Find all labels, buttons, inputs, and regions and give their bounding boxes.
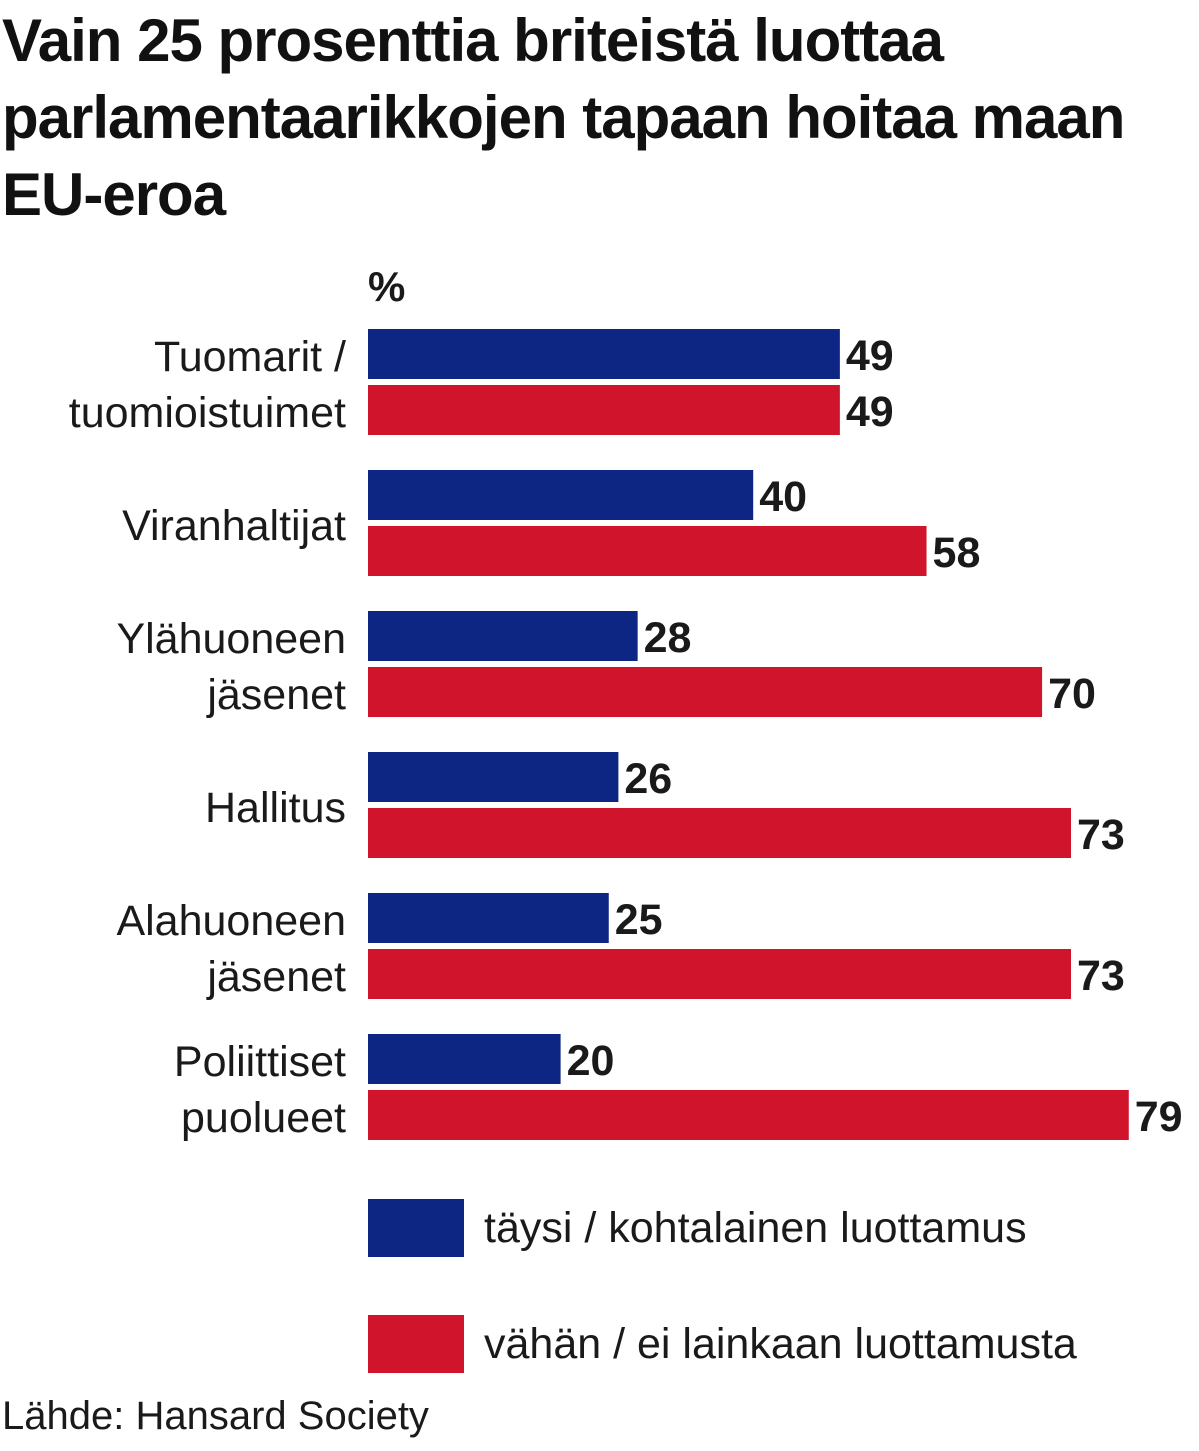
bar-series-1 [368, 1034, 561, 1084]
category-label: jäsenet [205, 671, 346, 719]
category-label: Hallitus [205, 784, 346, 832]
unit-label: % [368, 263, 406, 310]
bar-series-1 [368, 893, 609, 943]
data-label: 49 [846, 332, 894, 380]
data-label: 49 [846, 388, 894, 436]
legend-item-series-1: täysi / kohtalainen luottamus [368, 1199, 1027, 1257]
bar-series-1 [368, 329, 840, 379]
bar-series-1 [368, 752, 619, 802]
data-label: 73 [1077, 811, 1125, 859]
data-label: 73 [1077, 952, 1125, 1000]
data-label: 40 [759, 473, 807, 521]
data-label: 26 [624, 755, 672, 803]
data-label: 28 [644, 614, 692, 662]
bar-series-2 [368, 1090, 1129, 1140]
source-note: Lähde: Hansard Society [2, 1394, 429, 1438]
category-label: Alahuoneen [116, 897, 346, 945]
bar-chart: Tuomarit / tuomioistuimet 49 49 Viranhaltija… [69, 329, 1183, 1142]
bar-series-2 [368, 385, 840, 435]
category-label: Poliittiset [174, 1038, 346, 1086]
category-label: tuomioistuimet [69, 389, 346, 437]
bar-series-1 [368, 611, 638, 661]
bar-series-2 [368, 667, 1043, 717]
category-label: jäsenet [205, 953, 346, 1001]
category-label: Tuomarit / [154, 333, 346, 381]
category-label: puolueet [181, 1094, 346, 1142]
legend-label-series-1: täysi / kohtalainen luottamus [484, 1203, 1027, 1252]
data-label: 25 [615, 896, 663, 944]
bar-series-1 [368, 470, 754, 520]
data-label: 58 [933, 529, 981, 577]
bar-series-2 [368, 526, 927, 576]
legend-item-series-2: vähän / ei lainkaan luottamusta [368, 1315, 1077, 1373]
legend-label-series-2: vähän / ei lainkaan luottamusta [484, 1319, 1077, 1368]
category-label: Ylähuoneen [116, 615, 346, 663]
legend-swatch-blue [368, 1199, 464, 1257]
data-label: 70 [1048, 670, 1096, 718]
bar-series-2 [368, 949, 1071, 999]
category-label: Viranhaltijat [122, 502, 346, 550]
data-label: 79 [1135, 1093, 1183, 1141]
data-label: 20 [567, 1037, 615, 1085]
legend-swatch-red [368, 1315, 464, 1373]
bar-series-2 [368, 808, 1071, 858]
chart-title: Vain 25 prosenttia briteistä luottaa par… [2, 7, 1125, 228]
